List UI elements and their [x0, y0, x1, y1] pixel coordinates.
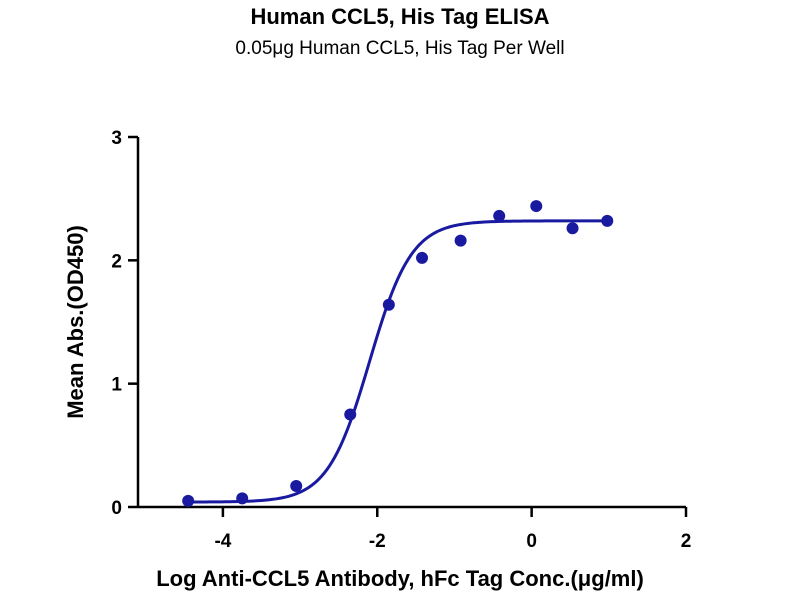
data-point	[182, 494, 195, 507]
data-point	[344, 408, 357, 421]
y-tick-label: 2	[111, 251, 122, 272]
y-tick-label: 3	[111, 128, 122, 149]
chart-subtitle: 0.05μg Human CCL5, His Tag Per Well	[235, 38, 565, 59]
y-tick-label: 1	[111, 375, 122, 396]
data-point	[454, 234, 467, 247]
data-point	[493, 209, 506, 222]
axes: 0 1 2 3 -4 -2 0 2	[111, 128, 691, 552]
data-point	[382, 298, 395, 311]
chart-title: Human CCL5, His Tag ELISA	[250, 4, 550, 29]
data-points	[182, 200, 614, 507]
x-tick-label: 0	[526, 531, 537, 552]
x-tick-label: -4	[214, 531, 231, 552]
data-point	[530, 200, 543, 213]
data-point	[236, 492, 249, 505]
y-axis-label: Mean Abs.(OD450)	[63, 225, 88, 419]
data-point	[416, 251, 429, 264]
x-axis-label: Log Anti-CCL5 Antibody, hFc Tag Conc.(μg…	[156, 566, 644, 591]
x-tick-label: -2	[369, 531, 386, 552]
data-point	[290, 480, 303, 493]
data-point	[601, 214, 614, 227]
data-point	[566, 222, 579, 235]
x-tick-label: 2	[681, 531, 692, 552]
fit-curve	[188, 219, 608, 504]
y-tick-label: 0	[111, 498, 122, 519]
